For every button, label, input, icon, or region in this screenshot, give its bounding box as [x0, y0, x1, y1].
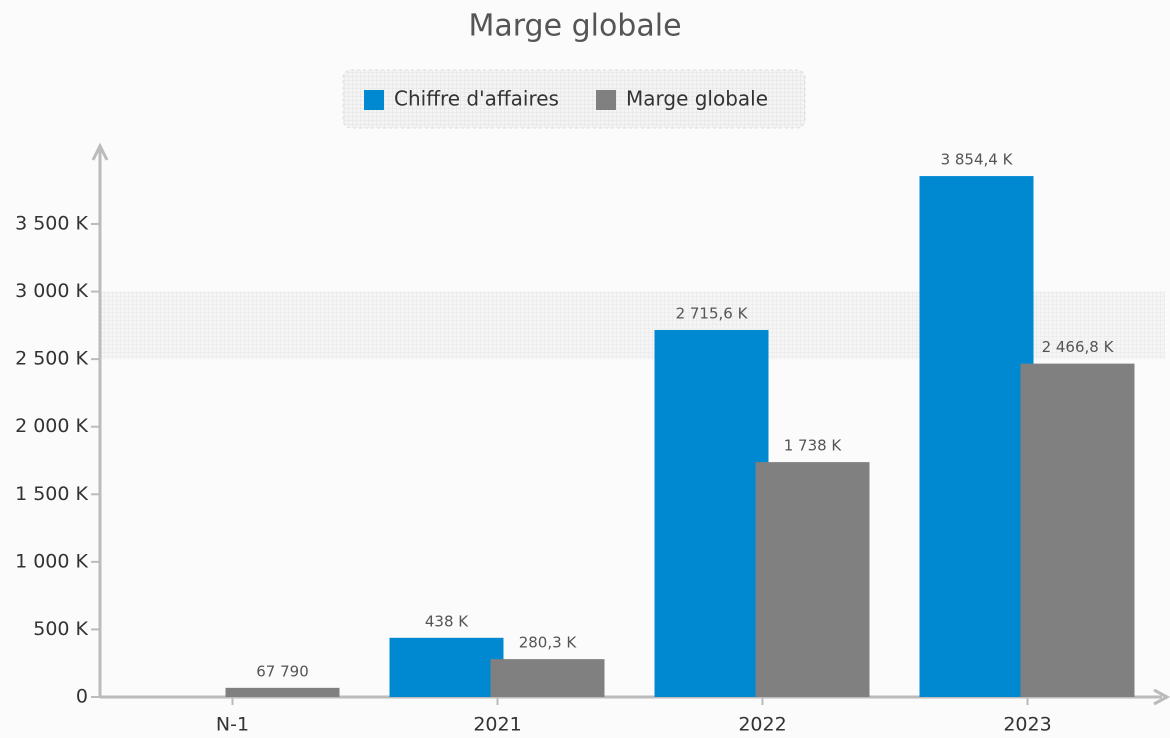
- legend-swatch: [596, 90, 616, 110]
- x-tick-label: 2022: [738, 714, 786, 736]
- y-tick-label: 1 000 K: [15, 550, 88, 572]
- chart-title: Marge globale: [468, 9, 681, 44]
- bar: [1020, 363, 1135, 697]
- value-label: 67 790: [256, 662, 309, 680]
- y-tick-label: 3 500 K: [15, 212, 88, 234]
- value-label: 2 466,8 K: [1042, 338, 1115, 356]
- y-axis-arrow: [91, 142, 109, 161]
- x-tick-label: 2021: [473, 714, 521, 736]
- x-axis-arrow: [1153, 688, 1170, 706]
- value-label: 438 K: [425, 612, 469, 630]
- legend-swatch: [364, 90, 384, 110]
- bar: [755, 462, 870, 697]
- legend-box: [342, 69, 806, 129]
- bar: [490, 659, 605, 697]
- value-label: 1 738 K: [784, 437, 843, 455]
- value-label: 2 715,6 K: [676, 304, 749, 322]
- bar: [389, 637, 504, 697]
- legend-label: Chiffre d'affaires: [394, 87, 559, 111]
- y-tick-label: 500 K: [33, 618, 88, 640]
- x-tick-label: N-1: [216, 714, 249, 736]
- bar: [225, 687, 340, 697]
- legend-label: Marge globale: [626, 87, 768, 111]
- y-tick-label: 2 000 K: [15, 415, 88, 437]
- bar: [654, 329, 769, 697]
- y-tick-label: 0: [76, 686, 88, 708]
- bar: [919, 176, 1034, 698]
- y-tick-label: 1 500 K: [15, 483, 88, 505]
- x-tick-label: 2023: [1003, 714, 1051, 736]
- value-label: 3 854,4 K: [941, 151, 1014, 169]
- value-label: 280,3 K: [519, 634, 578, 652]
- y-tick-label: 3 000 K: [15, 280, 88, 302]
- y-tick-label: 2 500 K: [15, 348, 88, 370]
